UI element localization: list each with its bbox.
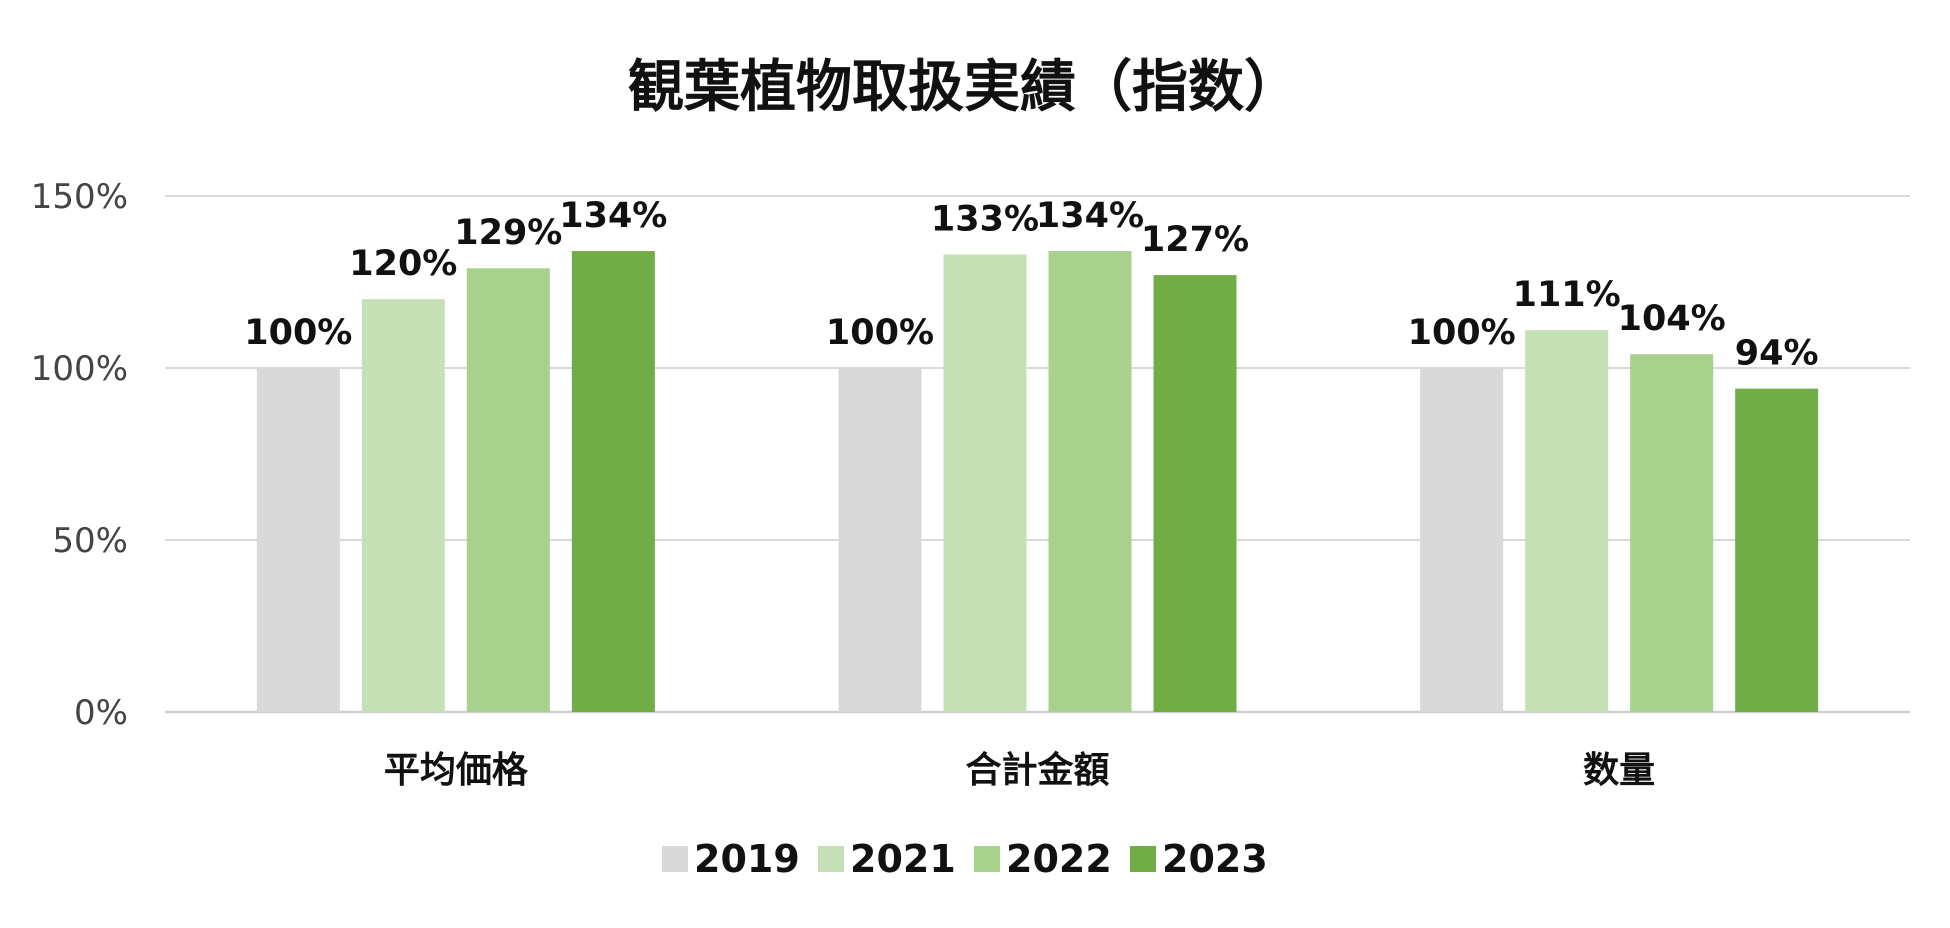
data-label: 133% xyxy=(931,199,1039,239)
bar-2019 xyxy=(256,368,340,712)
y-tick-label: 100% xyxy=(31,349,128,389)
data-label: 100% xyxy=(244,313,352,353)
y-tick-label: 0% xyxy=(74,693,128,733)
legend-label: 2022 xyxy=(1006,837,1112,881)
legend: 2019 2021 2022 2023 xyxy=(662,837,1268,881)
legend-label: 2019 xyxy=(694,837,800,881)
y-tick-label: 50% xyxy=(52,521,128,561)
bar-2022 xyxy=(466,268,550,712)
x-category-label: 合計金額 xyxy=(965,749,1109,791)
y-axis-tick-labels: 0% 50% 100% 150% xyxy=(31,177,128,733)
data-label: 134% xyxy=(1036,196,1144,236)
data-label: 100% xyxy=(826,313,934,353)
x-axis-category-labels: 平均価格 合計金額 数量 xyxy=(384,749,1655,791)
legend-label: 2023 xyxy=(1162,837,1268,881)
bar-2021 xyxy=(361,299,445,712)
bar-2021 xyxy=(943,254,1027,713)
data-label: 94% xyxy=(1735,334,1819,374)
bar-2019 xyxy=(1420,368,1504,712)
data-label: 100% xyxy=(1408,313,1516,353)
bar-2019 xyxy=(838,368,922,712)
legend-label: 2021 xyxy=(850,837,956,881)
bars xyxy=(256,251,1819,713)
data-label: 111% xyxy=(1513,275,1621,315)
bar-2021 xyxy=(1525,330,1609,712)
data-label: 127% xyxy=(1141,220,1249,260)
y-tick-label: 150% xyxy=(31,177,128,217)
bar-2023 xyxy=(1153,275,1237,712)
x-category-label: 平均価格 xyxy=(384,750,529,791)
legend-swatch-2023 xyxy=(1130,846,1156,872)
legend-swatch-2021 xyxy=(818,846,844,872)
data-label: 120% xyxy=(349,244,457,284)
bar-2023 xyxy=(1735,388,1819,712)
legend-swatch-2022 xyxy=(974,846,1000,872)
bar-2023 xyxy=(571,251,655,713)
data-label: 134% xyxy=(559,196,667,236)
bar-2022 xyxy=(1630,354,1714,712)
chart-title: 観葉植物取扱実績（指数） xyxy=(628,55,1300,120)
legend-swatch-2019 xyxy=(662,846,688,872)
bar-2022 xyxy=(1048,251,1132,713)
data-label: 104% xyxy=(1618,299,1726,339)
data-label: 129% xyxy=(454,213,562,253)
data-labels: 100%120%129%134%100%133%134%127%100%111%… xyxy=(244,196,1818,374)
x-category-label: 数量 xyxy=(1583,750,1655,791)
gridlines xyxy=(165,195,1910,714)
